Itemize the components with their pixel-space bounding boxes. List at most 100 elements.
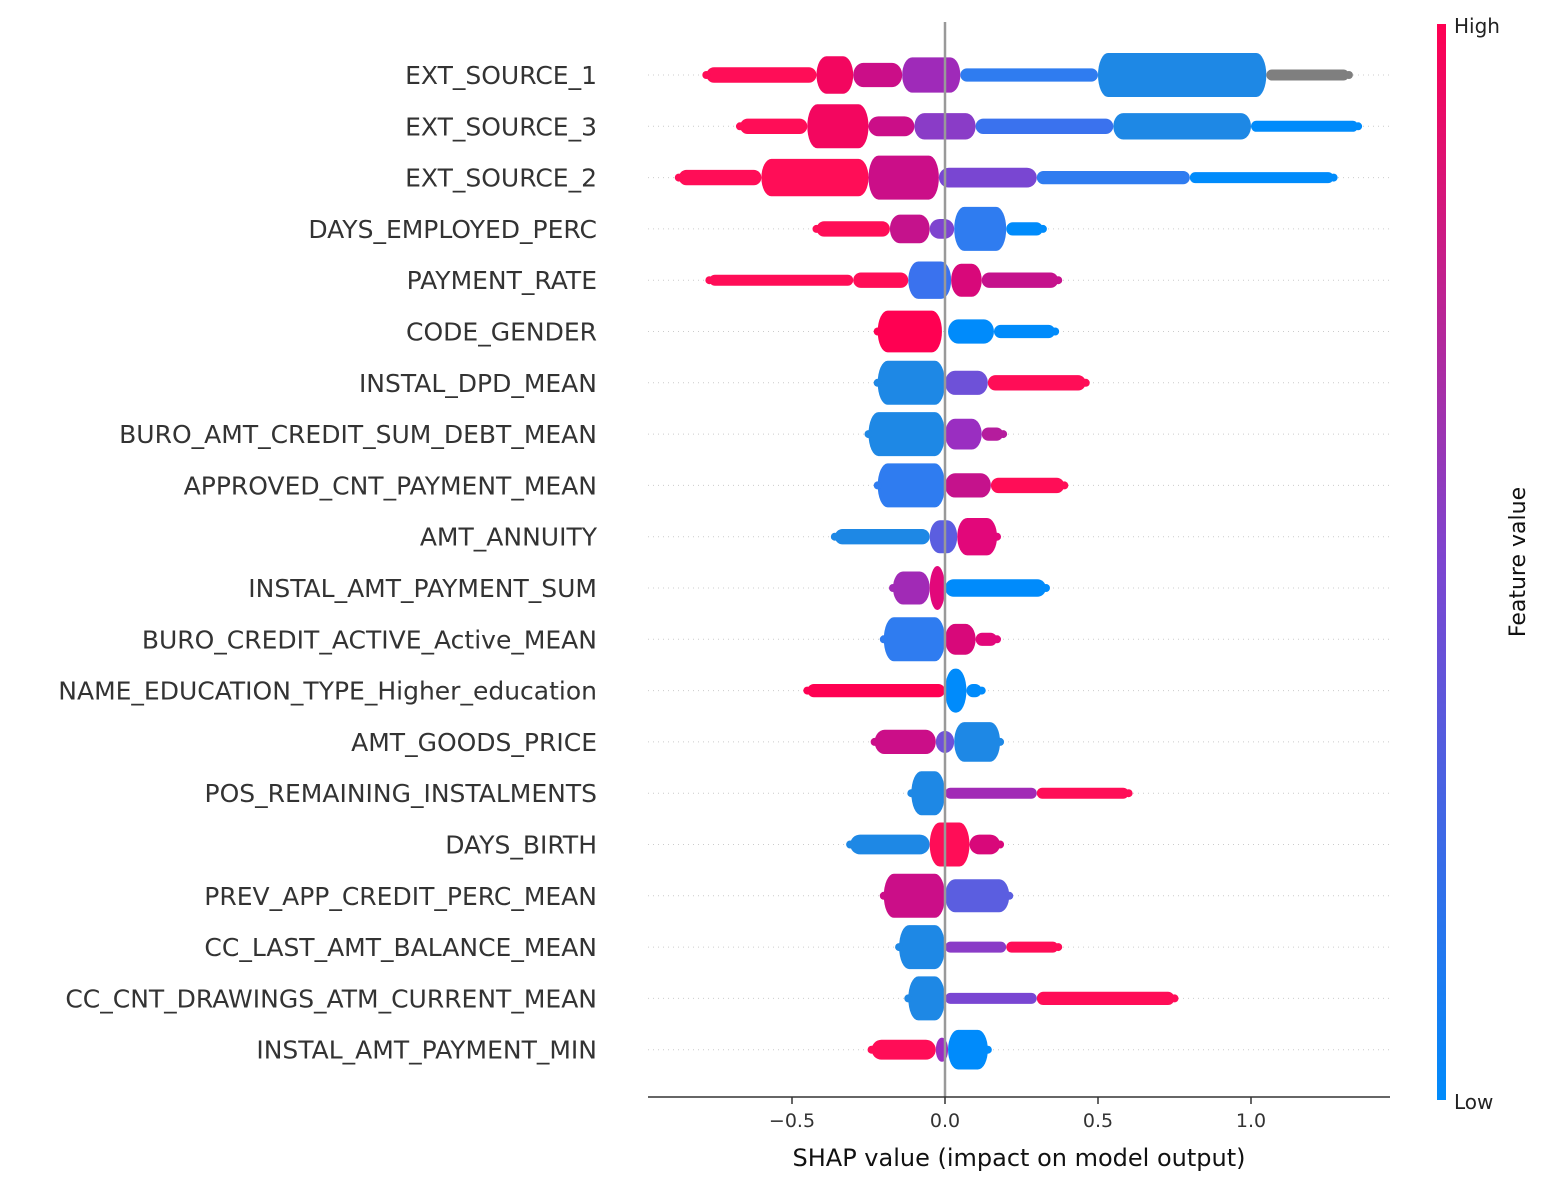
row-gridlines (648, 74, 1390, 1051)
swarm-segment (877, 360, 945, 405)
swarm-min-point (904, 994, 913, 1003)
feature-label: BURO_CREDIT_ACTIVE_Active_MEAN (142, 625, 597, 654)
swarm-max-point (1041, 584, 1050, 592)
swarm-segment (945, 668, 967, 713)
swarm-segment (945, 370, 988, 395)
swarm-min-point (702, 71, 711, 79)
swarm-segment (945, 787, 1037, 799)
swarm-segment (948, 1029, 988, 1070)
feature-swarm (888, 566, 1050, 610)
swarm-min-point (879, 891, 888, 900)
feature-label: POS_REMAINING_INSTALMENTS (205, 779, 598, 808)
feature-swarm (873, 310, 1060, 353)
feature-swarm (830, 518, 1002, 556)
swarm-segment (945, 992, 1037, 1004)
feature-labels: EXT_SOURCE_1 EXT_SOURCE_3 EXT_SOURCE_2 DAYS… (58, 61, 597, 1065)
swarm-segment (981, 427, 1004, 441)
swarm-segment (1006, 222, 1043, 236)
feature-label: AMT_ANNUITY (420, 523, 598, 552)
swarm-min-point (735, 122, 744, 131)
swarm-segment (883, 873, 945, 918)
swarm-min-point (907, 789, 916, 798)
swarm-segment (761, 158, 869, 197)
swarm-segment (948, 319, 994, 344)
swarm-segment (902, 57, 961, 93)
swarm-segment (987, 375, 1086, 391)
swarm-segment (883, 617, 945, 662)
swarm-segment (874, 729, 936, 754)
feature-label: PAYMENT_RATE (407, 266, 597, 295)
feature-label: CC_LAST_AMT_BALANCE_MEAN (204, 933, 597, 962)
swarm-segment (969, 834, 1001, 855)
swarm-segment (945, 473, 991, 498)
swarm-max-point (1170, 994, 1179, 1003)
colorbar (1437, 24, 1446, 1100)
swarm-segment (1036, 991, 1175, 1005)
swarm-segment (807, 104, 869, 149)
swarm-segment (868, 116, 915, 137)
swarm-segment (945, 941, 1007, 953)
feature-swarm (879, 873, 1014, 918)
swarm-segment (929, 822, 970, 867)
feature-swarm (864, 412, 1008, 457)
swarm-segment (816, 221, 890, 237)
feature-swarm (873, 360, 1090, 405)
swarm-segment (1266, 69, 1349, 81)
swarm-segment (807, 684, 945, 698)
swarm-max-point (999, 430, 1008, 439)
swarm-segment (816, 56, 854, 94)
swarm-segment (899, 925, 945, 970)
feature-label: INSTAL_AMT_PAYMENT_MIN (256, 1036, 597, 1065)
swarm-max-point (983, 1045, 992, 1054)
feature-swarm (907, 771, 1133, 816)
colorbar-title: Feature value (1506, 487, 1531, 637)
feature-swarm (879, 617, 1002, 662)
swarm-segment (945, 879, 1010, 913)
swarm-min-point (873, 327, 882, 336)
feature-label: NAME_EDUCATION_TYPE_Higher_education (58, 677, 597, 706)
swarm-segment (868, 155, 939, 200)
swarm-min-point (873, 378, 882, 387)
swarm-min-point (864, 430, 873, 439)
swarm-max-point (1060, 481, 1069, 490)
swarm-segment (929, 566, 945, 610)
swarm-segment (871, 1039, 936, 1060)
x-tick-label: 0.5 (1083, 1110, 1113, 1132)
swarm-segment (877, 310, 942, 353)
feature-swarm (895, 925, 1063, 970)
swarm-segment (678, 169, 762, 186)
feature-label: AMT_GOODS_PRICE (351, 728, 597, 757)
swarm-segment (990, 477, 1065, 494)
swarm-min-point (705, 276, 714, 285)
swarm-segment (1036, 171, 1190, 185)
swarm-max-point (1005, 891, 1014, 900)
feature-label: EXT_SOURCE_3 (405, 112, 597, 141)
swarm-max-point (1038, 224, 1047, 233)
x-axis-ticks: −0.5 0.0 0.5 1.0 (769, 1097, 1266, 1132)
feature-label: INSTAL_DPD_MEAN (359, 369, 597, 398)
swarm-segment (892, 571, 930, 605)
swarm-segment (709, 274, 854, 286)
swarm-segment (706, 67, 817, 83)
swarm-segment (853, 62, 903, 88)
swarm-segment (889, 214, 930, 244)
swarm-segment (951, 263, 982, 297)
feature-swarm (870, 722, 1005, 762)
swarm-min-point (846, 840, 855, 849)
feature-label: CC_CNT_DRAWINGS_ATM_CURRENT_MEAN (65, 984, 597, 1013)
swarm-segment (945, 418, 982, 450)
swarm-segment (929, 520, 958, 554)
swarm-max-point (1124, 789, 1133, 798)
swarm-segment (908, 976, 945, 1021)
beeswarm-group (674, 53, 1363, 1070)
swarm-segment (908, 261, 952, 299)
swarm-segment (1113, 113, 1251, 140)
feature-label: EXT_SOURCE_1 (405, 61, 597, 90)
swarm-max-point (1054, 276, 1063, 285)
swarm-max-point (1344, 71, 1353, 79)
swarm-segment (993, 324, 1056, 339)
swarm-max-point (1329, 173, 1338, 182)
swarm-max-point (996, 840, 1005, 849)
swarm-min-point (895, 943, 904, 952)
swarm-segment (877, 463, 945, 508)
